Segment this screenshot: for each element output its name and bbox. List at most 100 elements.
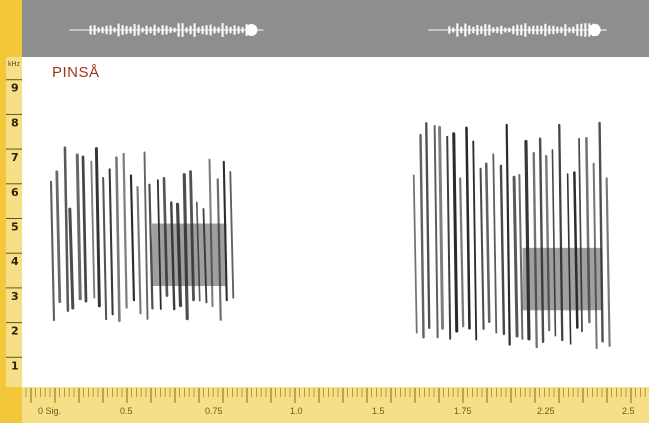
frequency-tick-label: 1 (11, 359, 19, 372)
waveform-pulse (177, 23, 180, 37)
syllable-stroke (419, 133, 425, 339)
waveform-pulse (576, 24, 579, 36)
waveform-pulse (229, 26, 232, 34)
waveform-pulse (105, 25, 108, 35)
waveform-pulse (137, 24, 140, 36)
syllable-stroke (55, 170, 62, 304)
waveform-pulse (464, 23, 467, 37)
syllable-stroke (63, 146, 70, 313)
syllable-stroke (170, 201, 176, 311)
waveform-pulse (197, 27, 200, 33)
time-tick-label: 0 Sig. (38, 406, 61, 416)
dominant-energy-band (522, 247, 603, 311)
syllable-stroke (68, 207, 75, 310)
waveform-pulse (472, 26, 475, 34)
waveform-pulse (237, 26, 240, 34)
syllable-stroke (189, 170, 195, 302)
syllable-stroke (216, 178, 222, 321)
waveform-pulse (201, 25, 204, 35)
syllable-stroke (75, 153, 82, 301)
waveform-pulse (157, 27, 160, 33)
syllable-stroke (156, 179, 162, 310)
waveform-pulse (480, 25, 483, 35)
syllable-stroke (558, 123, 564, 342)
waveform-pulse (149, 26, 152, 34)
frequency-tick-label: 8 (11, 116, 19, 129)
waveform-pulse (552, 25, 555, 35)
syllable-stroke (136, 186, 142, 315)
syllable-stroke (472, 140, 478, 341)
waveform-pulse (145, 25, 148, 35)
syllable-stroke (566, 173, 572, 345)
waveform-pulse (189, 25, 192, 35)
waveform-pulse (528, 26, 531, 34)
syllable-stroke (492, 153, 498, 334)
time-tick-label: 2.25 (537, 406, 555, 416)
syllable-stroke (115, 156, 121, 322)
waveform-pulse (488, 24, 491, 36)
syllable-stroke (122, 152, 128, 309)
syllable-stroke (505, 123, 511, 346)
waveform-pulse (217, 27, 220, 33)
waveform-pulse (213, 26, 216, 34)
waveform-pulse (225, 25, 228, 35)
waveform-pulse (572, 26, 575, 34)
waveform-pulse (121, 25, 124, 35)
syllable-stroke (605, 177, 611, 348)
waveform-pulse (456, 23, 459, 37)
syllable-stroke (222, 160, 228, 302)
waveform-pulse (125, 25, 128, 35)
waveform-pulse (209, 24, 212, 36)
syllable-stroke (433, 125, 439, 339)
waveform-pulse (496, 26, 499, 34)
waveform-pulse (233, 25, 236, 35)
waveform-pulse (93, 25, 96, 35)
waveform-pulse (508, 27, 511, 33)
syllable-stroke (438, 125, 445, 330)
time-tick-label: 0.75 (205, 406, 223, 416)
waveform-pulse (193, 23, 196, 37)
syllable-stroke (143, 151, 149, 320)
syllable-stroke (518, 173, 524, 340)
waveform-pulse (109, 25, 112, 35)
syllable-stroke (545, 154, 551, 332)
syllable-stroke (551, 149, 557, 337)
spectrogram-plot-area (22, 57, 649, 387)
waveform-pulse (97, 27, 100, 33)
syllable-stroke (425, 122, 431, 330)
waveform-pulse (133, 24, 136, 36)
waveform-pulse (540, 25, 543, 35)
dominant-energy-band (152, 223, 227, 287)
waveform-pulse (241, 27, 244, 33)
waveform-pulse (580, 23, 583, 37)
syllable-stroke (459, 177, 465, 328)
waveform-pulse (500, 25, 503, 35)
waveform-pulse (516, 24, 519, 36)
syllable-stroke (94, 147, 101, 308)
syllable-stroke (592, 162, 598, 350)
frequency-tick-label: 2 (11, 325, 19, 338)
waveform-peak (245, 24, 258, 36)
waveform-pulse (141, 27, 144, 33)
waveform-pulse (129, 26, 132, 34)
waveform-pulse (448, 26, 451, 34)
waveform-pulse (113, 27, 116, 33)
waveform-pulse (520, 24, 523, 36)
syllable-stroke (182, 173, 189, 321)
syllable-stroke (195, 201, 201, 302)
waveform-pulse (548, 25, 551, 35)
waveform-pulse (504, 27, 507, 33)
waveform-pulse (161, 25, 164, 35)
syllable-stroke (175, 202, 183, 308)
waveform-pulse (524, 23, 527, 37)
waveform-pulse (568, 27, 571, 33)
waveform-pulse (89, 25, 92, 35)
waveform-pulse (101, 26, 104, 34)
syllable-stroke (129, 174, 136, 302)
waveform-pulse (564, 24, 567, 36)
time-tick-label: 0.5 (120, 406, 133, 416)
frequency-tick-label: 4 (11, 255, 19, 268)
waveform-pulse (492, 27, 495, 33)
waveform-pulse (460, 26, 463, 34)
